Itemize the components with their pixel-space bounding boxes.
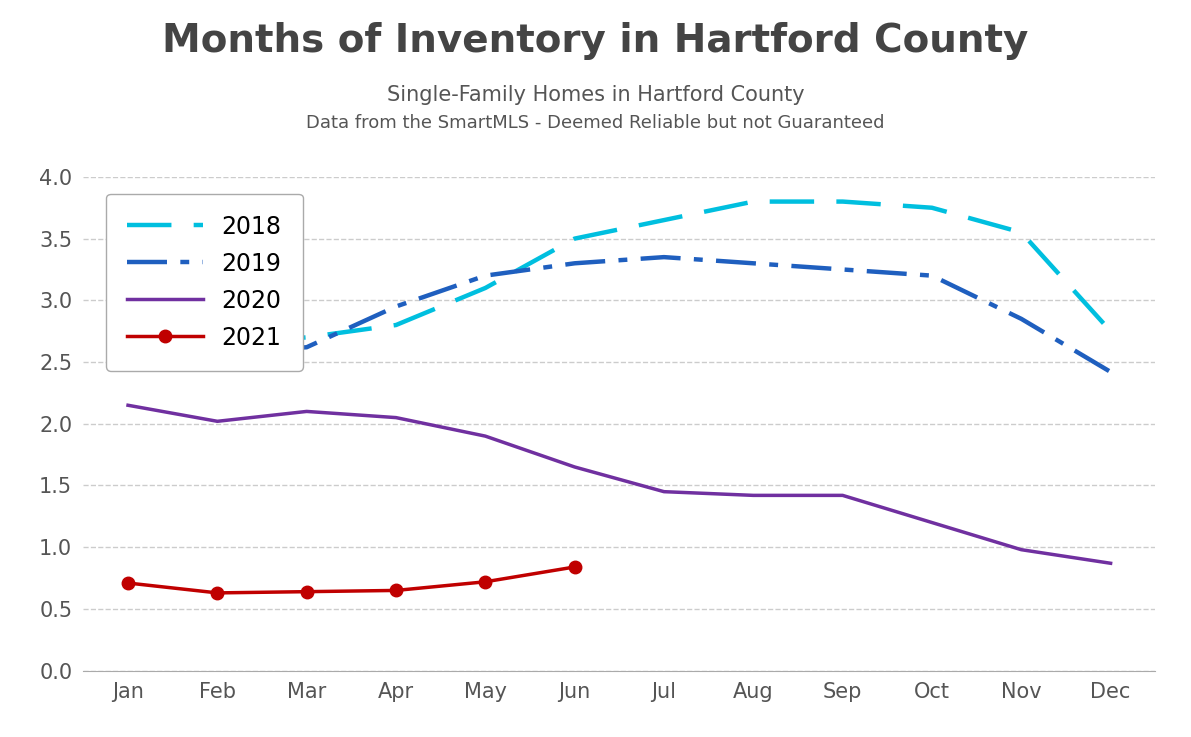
2020 xyxy=(657,487,672,496)
2019 xyxy=(121,335,136,344)
Line: 2018: 2018 xyxy=(129,202,1110,343)
2019 xyxy=(836,265,850,274)
2020 xyxy=(121,401,136,410)
2018 xyxy=(210,339,224,348)
2018 xyxy=(1103,326,1117,335)
2018 xyxy=(925,203,940,212)
2020 xyxy=(388,413,403,422)
2019 xyxy=(300,343,314,352)
2020 xyxy=(925,518,940,527)
Line: 2019: 2019 xyxy=(129,257,1110,372)
2019 xyxy=(567,259,581,268)
Line: 2020: 2020 xyxy=(129,405,1110,563)
2019 xyxy=(1103,368,1117,377)
2018 xyxy=(746,198,760,206)
2020 xyxy=(746,491,760,500)
2021 xyxy=(478,577,493,586)
2018 xyxy=(836,198,850,206)
2018 xyxy=(567,234,581,243)
2020 xyxy=(300,407,314,416)
Text: Data from the SmartMLS - Deemed Reliable but not Guaranteed: Data from the SmartMLS - Deemed Reliable… xyxy=(306,114,885,132)
2020 xyxy=(567,463,581,472)
Line: 2021: 2021 xyxy=(121,561,581,599)
2019 xyxy=(210,349,224,358)
2018 xyxy=(388,321,403,329)
2021 xyxy=(388,586,403,595)
2021 xyxy=(300,587,314,596)
2019 xyxy=(478,271,493,280)
Legend: 2018, 2019, 2020, 2021: 2018, 2019, 2020, 2021 xyxy=(106,194,303,371)
2021 xyxy=(210,588,224,597)
2019 xyxy=(388,302,403,311)
Text: Months of Inventory in Hartford County: Months of Inventory in Hartford County xyxy=(162,22,1029,60)
Text: Single-Family Homes in Hartford County: Single-Family Homes in Hartford County xyxy=(387,85,804,105)
2018 xyxy=(121,337,136,346)
2019 xyxy=(925,271,940,280)
2019 xyxy=(1015,315,1029,324)
2018 xyxy=(478,284,493,293)
2019 xyxy=(746,259,760,268)
2018 xyxy=(300,333,314,342)
2020 xyxy=(1015,545,1029,554)
2019 xyxy=(657,253,672,262)
2020 xyxy=(210,417,224,426)
2020 xyxy=(478,432,493,441)
2018 xyxy=(1015,228,1029,237)
2018 xyxy=(657,216,672,225)
2020 xyxy=(1103,559,1117,567)
2021 xyxy=(567,562,581,571)
2021 xyxy=(121,579,136,587)
2020 xyxy=(836,491,850,500)
